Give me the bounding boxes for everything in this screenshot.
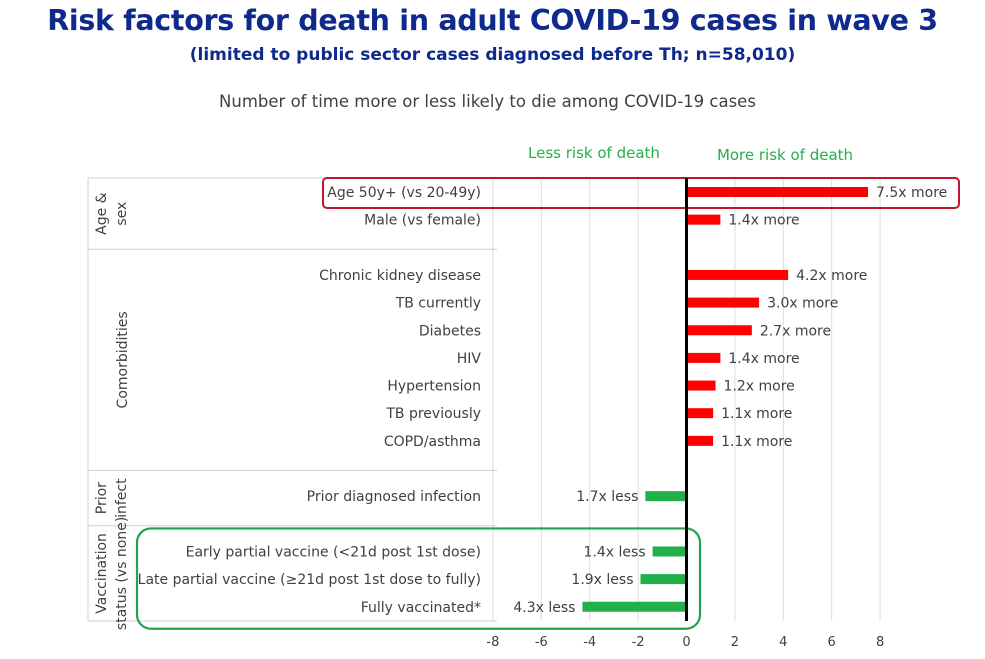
bar-less-risk	[645, 491, 687, 502]
category-label: Diabetes	[419, 323, 481, 339]
category-label: Fully vaccinated*	[361, 600, 481, 616]
data-label: 1.9x less	[571, 572, 633, 588]
category-label: Age 50y+ (vs 20-49y)	[327, 185, 481, 201]
group-label: Comorbidities	[115, 311, 131, 408]
data-label: 2.7x more	[760, 323, 831, 339]
bar-more-risk	[686, 408, 714, 419]
group-label: Vaccination status (vs none)	[94, 517, 130, 630]
data-label: 7.5x more	[876, 185, 947, 201]
data-label: 1.4x more	[728, 351, 799, 367]
category-label: Male (vs female)	[364, 213, 481, 229]
category-label: TB currently	[395, 296, 481, 312]
bar-less-risk	[640, 574, 687, 585]
bar-more-risk	[686, 352, 721, 363]
category-label: Prior diagnosed infection	[307, 489, 481, 505]
bar-more-risk	[686, 380, 716, 391]
group-label: Prior infect	[94, 478, 130, 518]
x-tick-label: -8	[486, 635, 499, 650]
category-label: Early partial vaccine (<21d post 1st dos…	[186, 544, 481, 560]
bar-more-risk	[686, 187, 868, 197]
x-tick-label: -4	[583, 635, 596, 650]
bar-more-risk	[686, 325, 752, 336]
x-tick-label: 4	[779, 635, 787, 650]
category-label: COPD/asthma	[384, 434, 481, 450]
x-tick-label: 6	[828, 635, 836, 650]
bar-more-risk	[686, 269, 789, 280]
data-label: 4.2x more	[796, 268, 867, 284]
data-label: 1.1x more	[721, 406, 792, 422]
x-tick-label: 8	[876, 635, 884, 650]
data-label: 1.4x less	[584, 544, 646, 560]
page-subtitle: (limited to public sector cases diagnose…	[189, 45, 796, 65]
data-label: 1.4x more	[728, 213, 799, 229]
x-tick-label: 0	[682, 635, 690, 650]
data-label: 4.3x less	[513, 600, 575, 616]
category-label: Hypertension	[387, 379, 481, 395]
bar-more-risk	[686, 214, 721, 225]
highlight-box-age	[322, 177, 960, 209]
bar-less-risk	[582, 601, 687, 612]
x-tick-label: 2	[731, 635, 739, 650]
x-tick-label: -6	[535, 635, 548, 650]
chart-title: Number of time more or less likely to di…	[219, 92, 756, 111]
less-risk-label: Less risk of death	[528, 144, 660, 162]
bar-more-risk	[686, 297, 760, 308]
page-title: Risk factors for death in adult COVID-19…	[47, 4, 938, 37]
bar-less-risk	[652, 546, 687, 557]
x-tick-label: -2	[632, 635, 645, 650]
data-label: 1.7x less	[576, 489, 638, 505]
highlight-box-vaccination	[135, 527, 702, 630]
bar-more-risk	[686, 435, 714, 446]
data-label: 1.1x more	[721, 434, 792, 450]
category-label: HIV	[457, 351, 482, 367]
category-label: TB previously	[385, 406, 481, 422]
more-risk-label: More risk of death	[717, 146, 853, 164]
data-label: 3.0x more	[767, 296, 838, 312]
data-label: 1.2x more	[724, 379, 795, 395]
category-label: Late partial vaccine (≥21d post 1st dose…	[138, 572, 481, 588]
group-label: Age & sex	[94, 192, 130, 235]
category-label: Chronic kidney disease	[319, 268, 481, 284]
